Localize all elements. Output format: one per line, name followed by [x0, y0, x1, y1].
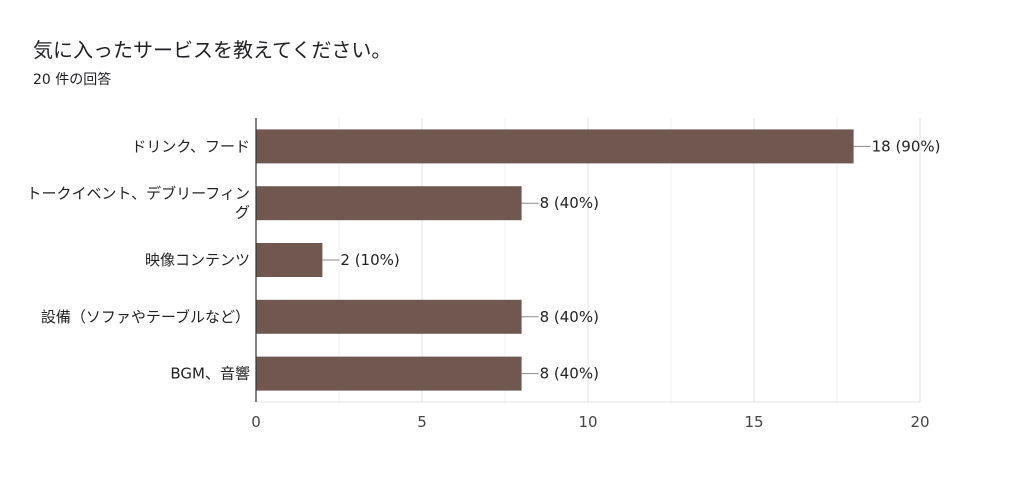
- x-tick-label: 20: [910, 413, 929, 431]
- data-label: 8 (40%): [540, 194, 599, 212]
- chart-title: 気に入ったサービスを教えてください。: [33, 38, 392, 62]
- category-label: グ: [235, 204, 250, 222]
- x-tick-label: 5: [417, 413, 427, 431]
- bar: [256, 243, 323, 277]
- data-label: 8 (40%): [540, 365, 599, 383]
- data-label: 8 (40%): [540, 308, 599, 326]
- x-tick-label: 15: [744, 413, 763, 431]
- response-count: 20 件の回答: [33, 72, 112, 88]
- bar: [256, 129, 854, 164]
- bar: [256, 299, 522, 334]
- data-label: 18 (90%): [872, 137, 941, 155]
- category-label: 映像コンテンツ: [145, 251, 250, 269]
- data-label: 2 (10%): [340, 251, 399, 269]
- category-label: 設備（ソファやテーブルなど）: [41, 308, 250, 326]
- category-label: BGM、音響: [170, 365, 250, 383]
- bar: [256, 356, 522, 391]
- category-label: ドリンク、フード: [131, 137, 250, 155]
- category-label: トークイベント、デブリーフィン: [26, 185, 250, 203]
- bar: [256, 186, 522, 221]
- x-tick-label: 0: [251, 413, 261, 431]
- x-tick-label: 10: [578, 413, 597, 431]
